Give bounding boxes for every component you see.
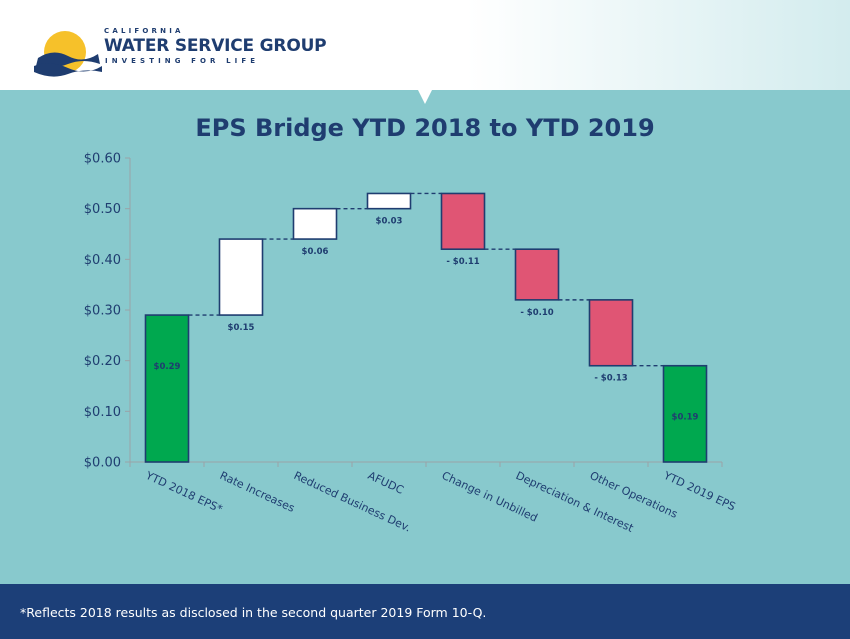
data-label: $0.06 xyxy=(302,247,329,257)
sun-wave-icon xyxy=(34,31,102,77)
y-tick-label: $0.60 xyxy=(84,152,121,167)
waterfall-bar xyxy=(218,238,264,316)
x-category-label: Rate Increases xyxy=(218,469,297,515)
header-background xyxy=(0,0,850,104)
y-tick-label: $0.10 xyxy=(84,405,121,420)
waterfall-bar xyxy=(440,192,486,250)
y-tick-label: $0.30 xyxy=(84,304,121,319)
logo-state-text: CALIFORNIA xyxy=(104,27,184,35)
waterfall-chart: $0.00 $0.10 $0.20 $0.30 $0.40 $0.50 $0.60 $0.29… xyxy=(84,152,738,536)
waterfall-bar xyxy=(662,364,708,463)
x-category-label: Depreciation & Interest xyxy=(514,469,636,535)
x-category-label: YTD 2018 EPS* xyxy=(143,469,225,516)
logo-tagline: INVESTING FOR LIFE xyxy=(105,57,260,65)
y-tick-label: $0.50 xyxy=(84,202,121,217)
waterfall-bar xyxy=(366,192,412,210)
data-label: $0.29 xyxy=(154,362,181,372)
data-label: $0.15 xyxy=(228,323,255,333)
data-label: - $0.11 xyxy=(446,257,479,267)
x-category-label: AFUDC xyxy=(366,469,406,497)
data-label: - $0.13 xyxy=(594,374,627,384)
footer-bar: *Reflects 2018 results as disclosed in t… xyxy=(0,584,850,639)
data-label: - $0.10 xyxy=(520,308,553,318)
y-tick-label: $0.20 xyxy=(84,354,121,369)
waterfall-bar xyxy=(292,207,338,240)
data-label: $0.03 xyxy=(376,217,403,227)
waterfall-bar xyxy=(514,248,560,301)
data-label: $0.19 xyxy=(672,413,699,423)
logo-company-name: WATER SERVICE GROUP xyxy=(104,36,327,56)
footnote: *Reflects 2018 results as disclosed in t… xyxy=(20,605,487,620)
y-tick-label: $0.00 xyxy=(84,456,121,471)
company-logo xyxy=(28,18,328,78)
header-banner: CALIFORNIA WATER SERVICE GROUP INVESTING… xyxy=(0,0,850,104)
waterfall-bar xyxy=(144,314,190,463)
chart-title: EPS Bridge YTD 2018 to YTD 2019 xyxy=(195,114,655,142)
waterfall-bar xyxy=(588,299,634,367)
y-tick-label: $0.40 xyxy=(84,253,121,268)
